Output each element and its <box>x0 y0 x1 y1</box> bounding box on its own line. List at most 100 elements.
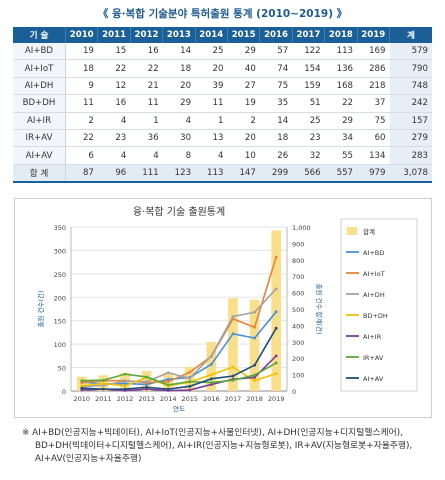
table-cell: 8 <box>162 146 196 165</box>
table-cell: 55 <box>324 146 358 165</box>
y-left-tick-label: 350 <box>54 224 66 232</box>
column-header: 2012 <box>129 27 163 43</box>
table-cell: 4 <box>97 112 131 130</box>
row-total-cell: 242 <box>389 94 432 113</box>
table-cell: 18 <box>65 59 98 78</box>
legend-label: AI+BD <box>363 249 384 257</box>
table-cell: 136 <box>324 59 358 78</box>
table-cell: 20 <box>227 129 260 148</box>
line-series-ai-bd <box>81 311 277 386</box>
y-right-tick-label: 900 <box>292 240 304 248</box>
x-tick-label: 2010 <box>74 395 91 403</box>
table-cell: 1 <box>195 112 228 130</box>
point-ai-ir-2019 <box>274 354 278 358</box>
table-cell: 218 <box>357 77 390 96</box>
row-label: AI+DH <box>13 77 66 96</box>
table-cell: 111 <box>130 164 163 184</box>
table-cell: 75 <box>259 77 293 96</box>
point-ai-bd-2019 <box>274 310 278 314</box>
column-header: 2019 <box>356 27 390 43</box>
table-cell: 34 <box>324 129 358 148</box>
point-ai-av-2016 <box>210 377 213 381</box>
table-cell: 35 <box>259 94 293 113</box>
row-total-cell: 283 <box>389 146 432 165</box>
y-right-axis-title: 출원 건수 합계(건) <box>315 283 324 334</box>
row-label: IR+AV <box>13 129 66 148</box>
table-cell: 22 <box>324 94 358 113</box>
row-label: AI+AV <box>13 146 66 165</box>
row-total-cell: 157 <box>389 112 432 130</box>
x-tick-label: 2019 <box>268 395 285 403</box>
y-right-tick-label: 100 <box>292 372 304 380</box>
legend-label: 합계 <box>363 227 375 236</box>
table-cell: 23 <box>292 129 325 148</box>
table-cell: 147 <box>227 164 260 184</box>
y-right-tick-label: 700 <box>292 273 304 281</box>
table-cell: 51 <box>292 94 325 113</box>
table-cell: 169 <box>357 43 390 61</box>
bar-total-2018 <box>249 299 260 391</box>
point-ai-dh-2014 <box>166 371 170 375</box>
row-label: AI+BD <box>13 43 66 61</box>
point-ai-iot-2018 <box>253 325 256 329</box>
point-bd-dh-2012 <box>123 384 127 388</box>
column-header: 2011 <box>97 27 131 43</box>
table-cell: 39 <box>195 77 228 96</box>
line-series-ir-av <box>81 362 277 386</box>
legend-label: BD+DH <box>363 312 388 320</box>
table-row: IR+AV 22 23 36 30 13 20 18 23 34 60 279 <box>13 129 432 148</box>
table-cell: 12 <box>97 77 131 96</box>
footnote-line: BD+DH(빅데이터+디지털헬스케어), AI+IR(인공지능+지능형로봇), … <box>35 441 413 451</box>
row-label: 합 계 <box>13 164 66 184</box>
point-bd-dh-2016 <box>210 373 213 376</box>
table-cell: 154 <box>292 59 325 78</box>
table-cell: 4 <box>162 112 196 130</box>
table-cell: 74 <box>259 59 293 78</box>
y-right-tick-label: 300 <box>292 339 304 347</box>
table-cell: 16 <box>130 43 163 61</box>
column-header: 계 <box>389 27 432 43</box>
table-cell: 113 <box>324 43 358 61</box>
table-cell: 29 <box>227 43 260 61</box>
point-ai-dh-2017 <box>231 315 235 318</box>
table-cell: 22 <box>97 59 131 78</box>
point-ai-bd-2012 <box>123 382 127 385</box>
point-ai-bd-2018 <box>253 336 256 340</box>
point-ir-av-2017 <box>231 378 235 382</box>
legend-label: IR+AV <box>363 354 384 362</box>
line-series-ai-iot <box>81 256 277 384</box>
table-cell: 19 <box>65 43 98 61</box>
line-series-ai-dh <box>81 288 277 388</box>
column-header: 기 술 <box>13 27 66 43</box>
table-cell: 16 <box>97 94 131 113</box>
point-ai-av-2010 <box>80 386 84 390</box>
legend-box <box>340 218 418 392</box>
y-left-tick-label: 0 <box>62 388 66 396</box>
footnote-line: ※ AI+BD(인공지능+빅데이터), AI+IoT(인공지능+사물인터넷), … <box>22 428 403 438</box>
page-title: 《 융·복합 기술분야 특허출원 통계 (2010∼2019) 》 <box>97 8 348 20</box>
point-ir-av-2014 <box>166 383 170 387</box>
legend-swatch-total <box>347 227 357 235</box>
column-header: 2016 <box>259 27 293 43</box>
y-right-tick-label: 500 <box>292 306 304 314</box>
table-cell: 96 <box>97 164 131 184</box>
point-bd-dh-2010 <box>80 384 84 388</box>
table-cell: 15 <box>97 43 131 61</box>
stats-table: 기 술 2010 2011 2012 2013 2014 2015 2016 2… <box>13 27 432 184</box>
y-left-tick-label: 300 <box>54 247 66 255</box>
grand-total-cell: 3,078 <box>389 164 432 184</box>
point-ir-av-2012 <box>123 372 127 376</box>
point-ai-av-2015 <box>188 384 192 388</box>
table-cell: 4 <box>195 146 228 165</box>
table-cell: 23 <box>97 129 131 148</box>
combo-chart: 융·복합 기술 출원통계 0 50 100 150 200 250 300 350 0 100 200… <box>36 206 418 413</box>
table-body: AI+BD 19 15 16 14 25 29 57 122 113 169 579 AI+IoT 18 2… <box>13 43 432 184</box>
chart-title: 융·복합 기술 출원통계 <box>133 206 225 218</box>
point-ai-av-2019 <box>274 326 278 330</box>
legend-label: AI+IR <box>363 333 382 341</box>
table-cell: 11 <box>65 94 98 113</box>
point-ai-bd-2016 <box>210 362 213 366</box>
table-cell: 14 <box>259 112 293 130</box>
row-total-cell: 790 <box>389 59 432 78</box>
chart-container: 융·복합 기술 출원통계 0 50 100 150 200 250 300 350 0 100 200… <box>14 198 432 418</box>
